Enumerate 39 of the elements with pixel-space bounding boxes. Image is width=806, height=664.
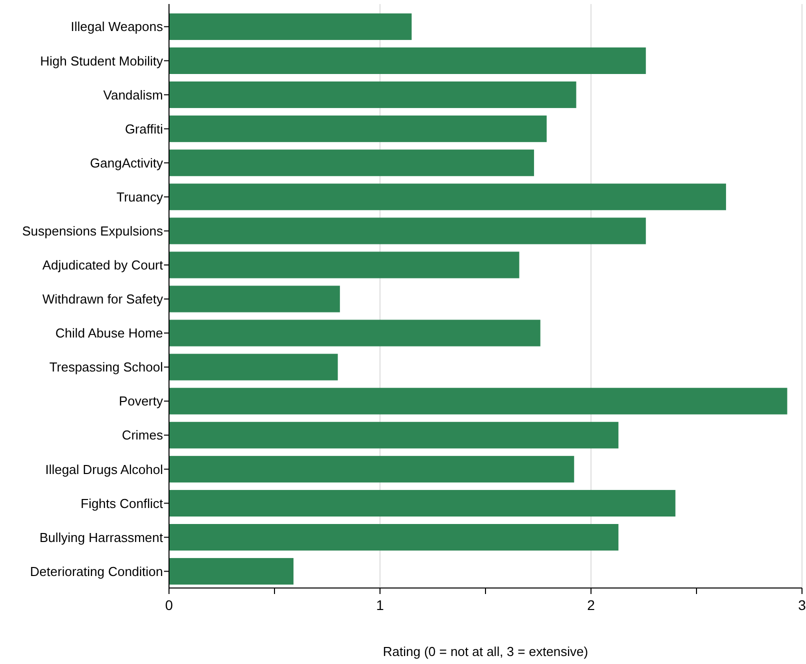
bar [169,252,520,278]
y-tick-label: Illegal Drugs Alcohol [45,462,164,477]
bar [169,524,618,551]
bar [169,13,412,40]
y-tick-label: Poverty [118,394,164,409]
x-tick-label: 0 [165,597,174,613]
y-tick-label: Trespassing School [49,360,164,375]
bar [169,150,534,176]
y-tick-label: Adjudicated by Court [42,258,164,273]
y-tick-label: Suspensions Expulsions [22,223,164,238]
bar [169,490,676,517]
bar [169,456,574,482]
bar [169,320,540,346]
x-axis-title: Rating (0 = not at all, 3 = extensive) [382,644,588,659]
x-tick-label: 3 [798,597,806,613]
x-tick-label: 1 [376,597,384,613]
y-tick-label: Graffiti [124,121,164,136]
y-tick-label: Bullying Harrassment [39,530,164,545]
y-tick-label: Deteriorating Condition [30,564,163,579]
bar [169,81,576,108]
y-tick-label: High Student Mobility [40,53,164,68]
bar [169,388,788,414]
y-tick-label: Illegal Weapons [70,19,164,34]
x-tick-label: 2 [587,597,596,613]
y-tick-label: Crimes [122,428,164,443]
bar [169,218,646,244]
bar [169,116,547,142]
bar [169,422,618,448]
bar [169,184,726,210]
y-tick-label: Truancy [116,189,164,204]
y-tick-label: Fights Conflict [80,496,164,511]
bar [169,47,646,74]
bar [169,558,294,585]
y-tick-label: Child Abuse Home [55,326,163,341]
y-tick-label: Withdrawn for Safety [42,292,164,307]
bar [169,354,338,380]
y-tick-label: Vandalism [103,87,163,102]
y-tick-label: GangActivity [90,155,164,170]
bar [169,286,340,312]
